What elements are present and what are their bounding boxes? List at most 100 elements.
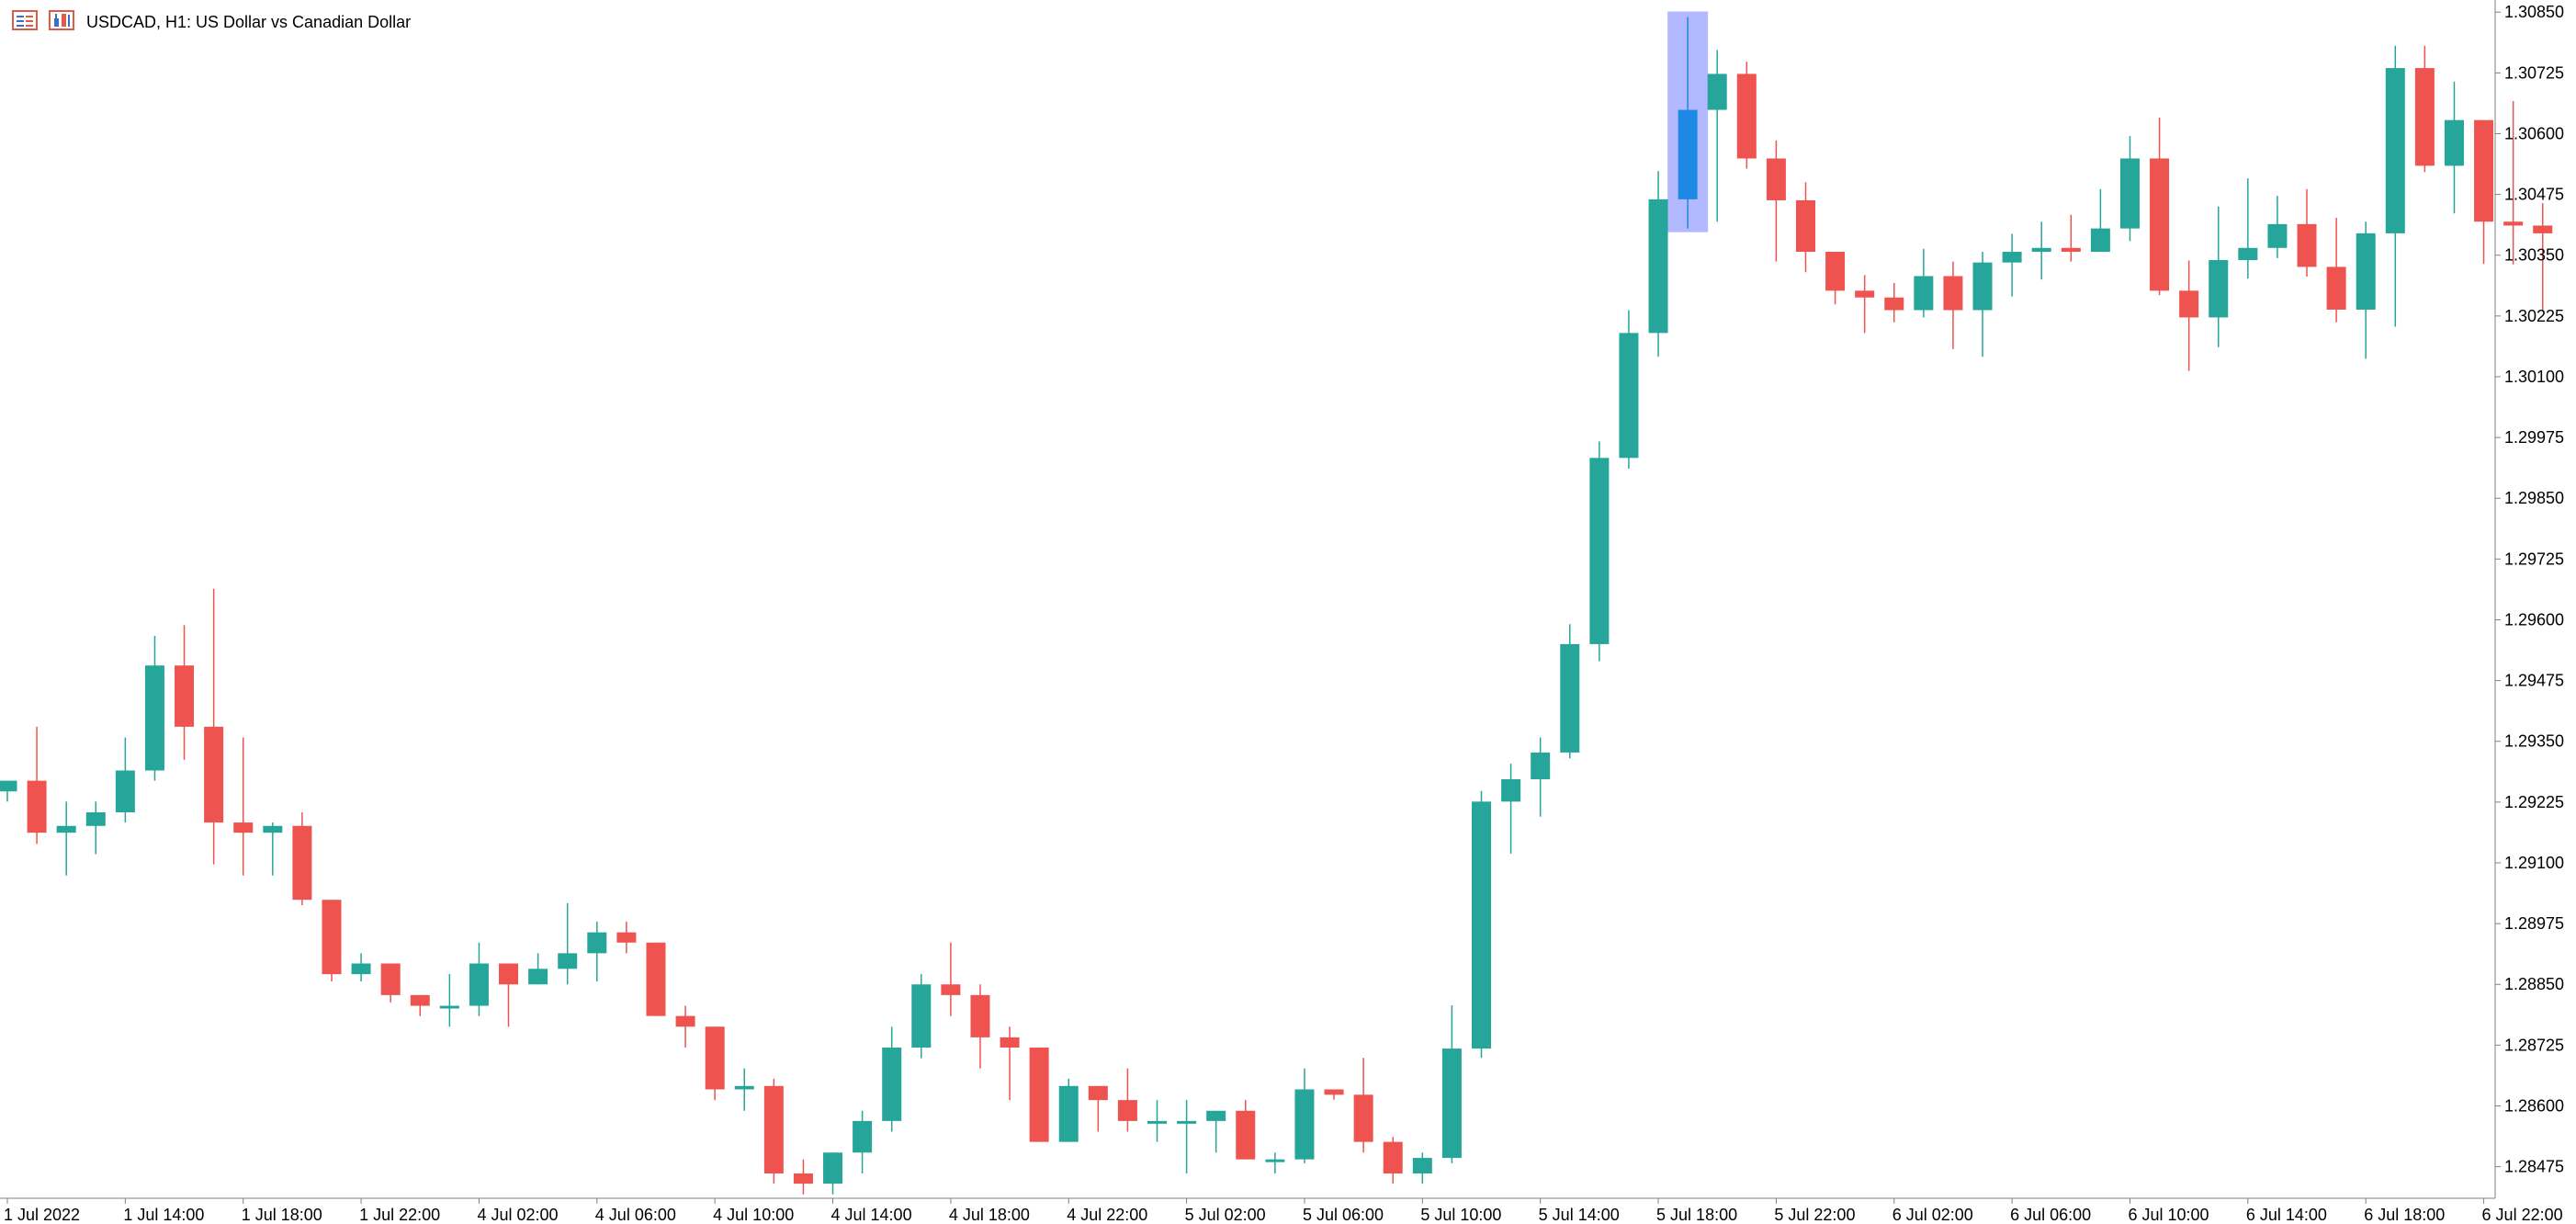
candle-body [1383,1141,1403,1174]
candle-body [2090,228,2110,253]
price-tick-label: 1.29850 [2504,489,2564,507]
candle [823,1152,843,1195]
candle [616,921,637,954]
candle [1560,624,1580,759]
candle [1206,1110,1226,1153]
candle-body [1589,458,1610,644]
time-tick-label: 4 Jul 10:00 [713,1206,794,1224]
candle-body [322,900,342,975]
candle-body [911,984,932,1048]
candle [2326,217,2346,323]
candle-body [380,963,401,995]
candle [1472,790,1491,1059]
candle [0,780,17,802]
candle [1589,441,1610,662]
candle [2385,45,2405,327]
candle-body [2444,119,2464,166]
candle [2002,233,2022,297]
candle-body [2061,247,2081,253]
candle [1117,1068,1137,1132]
candle-body [439,1005,459,1009]
candle-body [499,963,519,985]
candle [233,737,254,876]
candle-body [1236,1110,1256,1160]
price-tick-label: 1.30725 [2504,63,2564,82]
candle [144,635,164,781]
candle [27,726,47,844]
candle [528,953,548,985]
candle-body [1058,1085,1079,1142]
candle-body [1619,333,1639,459]
candle [1029,1048,1049,1142]
candle-body [1117,1100,1137,1121]
price-axis[interactable]: 1.30850 1.30725 1.30600 1.30475 1.30350 1.302… [2495,3,2564,1176]
candle [2356,221,2376,359]
candle [2297,188,2317,278]
chart-header: USDCAD, H1: US Dollar vs Canadian Dollar [12,10,411,31]
candle [1088,1085,1108,1132]
price-tick-label: 1.28975 [2504,914,2564,933]
candle [793,1159,813,1195]
price-tick-label: 1.28475 [2504,1158,2564,1176]
candle-body [763,1085,784,1174]
candle-body [2119,158,2140,229]
candle-body [263,825,283,833]
time-axis[interactable]: 1 Jul 2022 1 Jul 14:00 1 Jul 18:00 1 Jul 22… [4,1198,2563,1224]
chart-window-icon [12,10,38,30]
candle-body [1412,1158,1432,1174]
price-tick-label: 1.29100 [2504,854,2564,872]
candle-body [2267,223,2288,248]
price-tick-label: 1.28850 [2504,975,2564,993]
candle-body [2150,158,2170,291]
candle-body [1353,1094,1373,1142]
candle-body [1441,1048,1462,1159]
candle [941,942,961,1016]
indicator-icon [49,10,74,30]
time-tick-label: 1 Jul 18:00 [242,1206,322,1224]
time-tick-label: 5 Jul 22:00 [1774,1206,1855,1224]
candle-body [1265,1159,1285,1162]
price-tick-label: 1.29975 [2504,428,2564,447]
candle-body [175,665,195,727]
time-tick-label: 6 Jul 02:00 [1892,1206,1973,1224]
candle-body [1648,198,1668,334]
candle [1707,50,1727,222]
candle [1914,248,1934,318]
price-tick-label: 1.30225 [2504,307,2564,325]
candle [1648,171,1668,357]
candle-body [2385,68,2405,233]
price-tick-label: 1.30475 [2504,186,2564,204]
candle [1177,1100,1197,1174]
candle [853,1110,873,1174]
price-tick-label: 1.29225 [2504,793,2564,811]
candle-body [1147,1120,1168,1124]
candle-body [2503,221,2524,226]
time-tick-label: 4 Jul 02:00 [477,1206,558,1224]
candle [322,900,342,982]
time-tick-label: 1 Jul 22:00 [359,1206,440,1224]
time-tick-label: 5 Jul 10:00 [1420,1206,1501,1224]
time-tick-label: 1 Jul 2022 [4,1206,80,1224]
candle [1000,1026,1020,1101]
candle-body [941,984,961,995]
candle [263,822,283,876]
time-tick-label: 6 Jul 10:00 [2128,1206,2209,1224]
candle [499,963,519,1027]
time-tick-label: 4 Jul 22:00 [1067,1206,1147,1224]
candle-body [1472,801,1491,1049]
candle [1855,275,1875,334]
candle-body [675,1015,695,1027]
candle-body [85,811,106,826]
candle [85,801,106,855]
candle [2414,45,2435,173]
candle-body [823,1152,843,1184]
candle-body [27,780,47,833]
chart-title: USDCAD, H1: US Dollar vs Canadian Dollar [86,13,411,31]
price-tick-label: 1.29725 [2504,550,2564,568]
candle-body [1707,74,1727,110]
candle-body [2474,119,2494,222]
candle-body [1088,1085,1108,1101]
candle [882,1026,902,1132]
